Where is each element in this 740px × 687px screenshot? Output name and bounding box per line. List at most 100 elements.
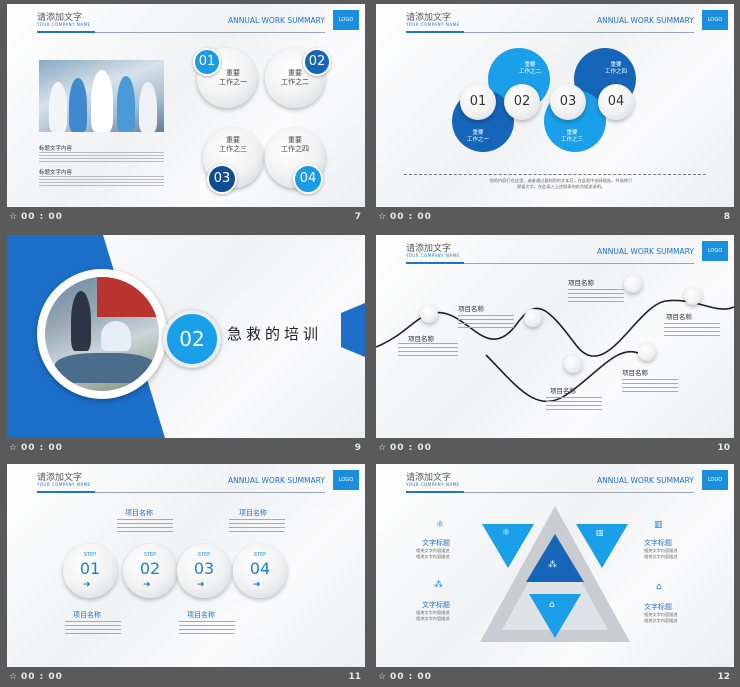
- item-text: [65, 621, 121, 637]
- star-icon[interactable]: ☆: [378, 672, 387, 682]
- header-line: [37, 492, 325, 493]
- number-circle: [504, 84, 540, 120]
- item-text: [117, 519, 173, 535]
- item-text: [546, 397, 602, 413]
- first-aid-photo: [45, 277, 159, 391]
- text-desc: 相关文字内容描述 相关文字内容描述: [644, 612, 678, 623]
- item-text: [229, 519, 285, 535]
- step-number: 02: [139, 559, 161, 578]
- text-title: 文字标题: [644, 603, 672, 611]
- bar-chart-icon: ▥: [654, 520, 663, 530]
- header-annual: ANNUAL WORK SUMMARY: [227, 16, 325, 25]
- slide-number: 12: [717, 672, 730, 682]
- star-icon[interactable]: ☆: [9, 672, 18, 682]
- arrow-right-icon: ➜: [197, 580, 205, 590]
- slide-status-bar: ☆ 00 : 00 9: [7, 438, 365, 458]
- item-title: 项目名称: [458, 305, 484, 313]
- step-number: 01: [79, 559, 101, 578]
- item-text: 重要 工作之四: [281, 136, 309, 153]
- header-annual: ANNUAL WORK SUMMARY: [596, 16, 694, 25]
- header-subtitle: YOUR COMPANY NAME: [406, 482, 460, 487]
- header-accent-line: [37, 491, 95, 493]
- logo-box: LOGO: [702, 470, 728, 490]
- item-text: 重要 工作之二: [281, 69, 309, 86]
- number-text: 03: [559, 94, 577, 109]
- header-line: [406, 263, 694, 264]
- slide-number: 11: [348, 672, 361, 682]
- item-title: 项目名称: [550, 387, 576, 395]
- divider-line: [404, 174, 706, 175]
- slide-thumbnail-8[interactable]: 请添加文字 YOUR COMPANY NAME ANNUAL WORK SUMM…: [376, 4, 734, 227]
- triangle-diagram: [480, 506, 630, 642]
- slide-time: 00 : 00: [390, 443, 432, 453]
- chart-icon: [624, 275, 642, 293]
- work-label: 重要 工作之二: [518, 62, 541, 75]
- slide-time: 00 : 00: [390, 672, 432, 682]
- header-annual: ANNUAL WORK SUMMARY: [596, 247, 694, 256]
- slide-number: 10: [717, 443, 730, 453]
- star-icon[interactable]: ☆: [378, 443, 387, 453]
- handshake-icon: [684, 287, 702, 305]
- item-title: 项目名称: [125, 509, 153, 517]
- bank-icon: ⌂: [656, 582, 662, 592]
- bank-icon: ⌂: [549, 600, 555, 610]
- header-line: [37, 32, 325, 33]
- star-icon[interactable]: ☆: [378, 212, 387, 222]
- slide-status-bar: ☆ 00 : 00 8: [376, 207, 734, 227]
- logo-box: LOGO: [702, 241, 728, 261]
- step-circle: [63, 544, 117, 598]
- header-annual: ANNUAL WORK SUMMARY: [596, 476, 694, 485]
- item-title: 项目名称: [408, 335, 434, 343]
- item-title: 项目名称: [187, 611, 215, 619]
- step-word: STEP: [197, 552, 211, 558]
- item-text: 重要 工作之一: [219, 69, 247, 86]
- slide-thumbnail-10[interactable]: 请添加文字 YOUR COMPANY NAME ANNUAL WORK SUMM…: [376, 235, 734, 458]
- work-label: 重要 工作之一: [466, 130, 489, 143]
- text-desc: 相关文字内容描述 相关文字内容描述: [644, 548, 678, 559]
- tools-icon: [524, 309, 542, 327]
- star-icon[interactable]: ☆: [9, 212, 18, 222]
- number-badge: 03: [207, 164, 237, 194]
- doctors-photo: [39, 60, 164, 132]
- item-text: [622, 379, 678, 395]
- slide-thumbnail-7[interactable]: 请添加文字 YOUR COMPANY NAME ANNUAL WORK SUMM…: [7, 4, 365, 227]
- step-word: STEP: [143, 552, 157, 558]
- header-line: [406, 492, 694, 493]
- step-circle: [123, 544, 177, 598]
- bar-chart-icon: ▥: [596, 528, 604, 537]
- slide-status-bar: ☆ 00 : 00 10: [376, 438, 734, 458]
- header-subtitle: YOUR COMPANY NAME: [406, 22, 460, 27]
- item-title: 项目名称: [622, 369, 648, 377]
- number-circle: [550, 84, 586, 120]
- org-chart-icon: ⁂: [434, 580, 443, 590]
- star-icon[interactable]: ☆: [9, 443, 18, 453]
- header-annual: ANNUAL WORK SUMMARY: [227, 476, 325, 485]
- header-title: 请添加文字: [406, 244, 452, 254]
- header-title: 请添加文字: [406, 473, 452, 483]
- description-text: 您的内容打在这里，或者通过复制您的文本后，在此框中选择粘贴，并选择只 保留文字。…: [489, 178, 633, 189]
- logo-box: LOGO: [333, 10, 359, 30]
- slide-time: 00 : 00: [21, 672, 63, 682]
- text-title: 文字标题: [644, 539, 672, 547]
- header-accent-line: [406, 491, 464, 493]
- slide-thumbnail-11[interactable]: 请添加文字 YOUR COMPANY NAME ANNUAL WORK SUMM…: [7, 464, 365, 687]
- number-text: 04: [607, 94, 625, 109]
- section-title: 急救的培训: [227, 325, 323, 343]
- item-text: [179, 621, 235, 637]
- item-text: [664, 323, 720, 339]
- org-chart-icon: ⁂: [548, 560, 557, 570]
- slide-thumbnail-12[interactable]: 请添加文字 YOUR COMPANY NAME ANNUAL WORK SUMM…: [376, 464, 734, 687]
- arrow-right-icon: ➜: [143, 580, 151, 590]
- text-desc: 相关文字内容描述 相关文字内容描述: [416, 610, 450, 621]
- header-subtitle: YOUR COMPANY NAME: [406, 253, 460, 258]
- number-circle: [598, 84, 634, 120]
- step-circle: [233, 544, 287, 598]
- caption-title: 标题文字内容: [39, 146, 73, 152]
- step-word: STEP: [253, 552, 267, 558]
- number-circle: [460, 84, 496, 120]
- item-text: [568, 289, 624, 305]
- header-accent-line: [37, 31, 95, 33]
- item-title: 项目名称: [666, 313, 692, 321]
- slide-number: 9: [354, 443, 361, 453]
- slide-thumbnail-9[interactable]: 02 急救的培训 ☆ 00 : 00 9: [7, 235, 365, 458]
